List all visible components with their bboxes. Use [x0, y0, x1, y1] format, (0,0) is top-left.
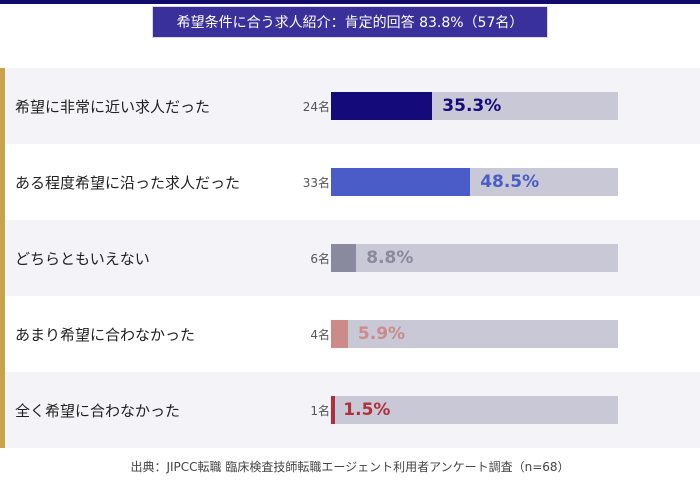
bar [331, 168, 471, 196]
count-label: 1名 [310, 403, 330, 418]
chart-row: あまり希望に合わなかった 4名 5.9% [5, 296, 700, 372]
chart-row: 全く希望に合わなかった 1名 1.5% [5, 372, 700, 448]
value-label: 48.5% [480, 172, 540, 192]
accent-bar [0, 68, 5, 448]
bar [331, 396, 336, 424]
count-label: 33名 [302, 175, 330, 190]
bar-track: 35.3% [331, 92, 618, 120]
chart-row: どちらともいえない 6名 8.8% [5, 220, 700, 296]
chart-row: 希望に非常に近い求人だった 24名 35.3% [5, 68, 700, 144]
bar-track: 5.9% [331, 320, 618, 348]
category-label: どちらともいえない [15, 249, 150, 268]
chart-title: 希望条件に合う求人紹介：肯定的回答 83.8%（57名） [152, 6, 548, 38]
bar [331, 244, 357, 272]
value-label: 8.8% [366, 248, 414, 268]
top-bar [0, 0, 700, 4]
category-label: 全く希望に合わなかった [15, 401, 181, 420]
source-note: 出典：JIPCC転職 臨床検査技師転職エージェント利用者アンケート調査（n=68… [130, 460, 570, 474]
category-label: 希望に非常に近い求人だった [15, 97, 211, 116]
bar-track: 1.5% [331, 396, 618, 424]
value-label: 5.9% [357, 324, 406, 344]
category-label: あまり希望に合わなかった [15, 325, 196, 344]
chart-row: ある程度希望に沿った求人だった 33名 48.5% [5, 144, 700, 220]
bar-track: 48.5% [331, 168, 618, 196]
value-label: 1.5% [343, 400, 391, 420]
count-label: 24名 [302, 99, 330, 114]
count-label: 6名 [310, 251, 330, 266]
category-label: ある程度希望に沿った求人だった [15, 173, 241, 192]
bar [331, 320, 348, 348]
bar-track: 8.8% [331, 244, 618, 272]
value-label: 35.3% [442, 96, 502, 116]
count-label: 4名 [310, 327, 330, 342]
bar [331, 92, 433, 120]
